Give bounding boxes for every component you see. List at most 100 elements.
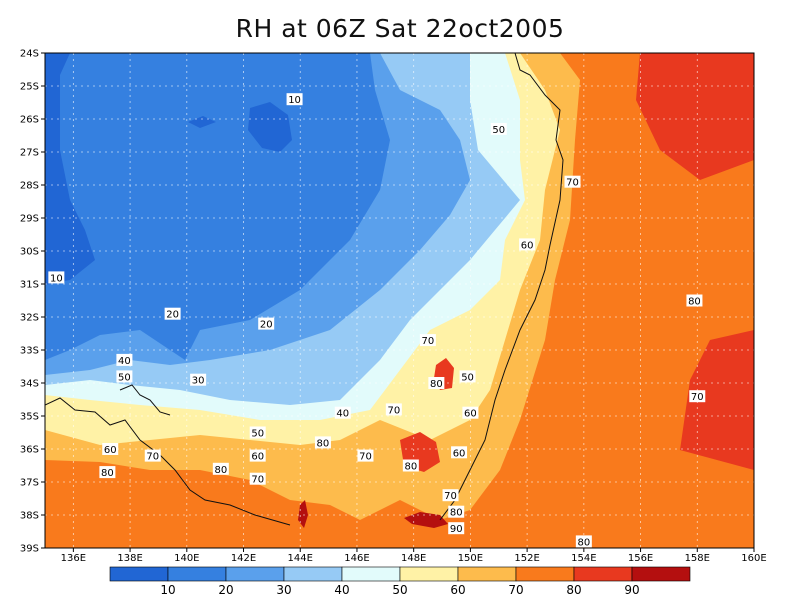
- lon-tick-label: 140E: [174, 553, 199, 564]
- coastline-path: [45, 397, 291, 526]
- lon-tick-label: 150E: [458, 553, 483, 564]
- colorbar-swatch: [167, 566, 227, 582]
- contour-label: 80: [450, 508, 463, 519]
- contour-label: 20: [166, 310, 179, 321]
- contour-label: 60: [104, 445, 117, 456]
- contour-label-bg: [48, 271, 65, 284]
- latitude-labels: 24S 25S 26S 27S 28S 29S 30S 31S 32S 33S 34S 35S 36S 3…: [20, 49, 45, 555]
- colorbar-swatch: [515, 566, 575, 582]
- coastline-path: [439, 53, 564, 521]
- lat-tick-label: 38S: [20, 511, 39, 522]
- lon-tick-label: 158E: [685, 553, 710, 564]
- colorbar-tick-label: 80: [566, 583, 581, 597]
- contour-label-bg: [164, 307, 181, 320]
- contour-label-bg: [314, 436, 331, 449]
- lon-tick-label: 146E: [344, 553, 369, 564]
- contour-label-bg: [462, 406, 479, 419]
- contour-label-bg: [249, 472, 266, 485]
- contour-label: 40: [118, 356, 131, 367]
- lat-tick-label: 34S: [20, 379, 39, 390]
- contour-labels: 10 10 20 20 30 40 40 50 50 50 50 60 60 60 60 60 70 70 70 70…: [48, 93, 706, 548]
- colorbar-swatch: [283, 566, 343, 582]
- contour-label: 50: [492, 125, 505, 136]
- contour-label: 70: [359, 452, 372, 463]
- contour-label: 70: [691, 392, 704, 403]
- lat-tick-label: 32S: [20, 313, 39, 324]
- colorbar-swatch: [225, 566, 285, 582]
- colorbar-swatch: [109, 566, 169, 582]
- lat-tick-label: 37S: [20, 478, 39, 489]
- contour-label: 50: [251, 429, 264, 440]
- contour-label: 30: [192, 376, 205, 387]
- contour-label: 80: [317, 438, 330, 449]
- filled-contours: [45, 53, 754, 548]
- colorbar: 10 20 30 40 50 60 70 80 90: [109, 566, 691, 597]
- lon-tick-label: 144E: [288, 553, 313, 564]
- contour-label-bg: [116, 353, 133, 366]
- colorbar-tick-label: 30: [276, 583, 291, 597]
- rh-band-10-20: [45, 53, 390, 360]
- contour-label: 80: [577, 537, 590, 548]
- colorbar-swatch: [341, 566, 401, 582]
- colorbar-tick-label: 10: [160, 583, 175, 597]
- lat-tick-label: 26S: [20, 115, 39, 126]
- contour-label-bg: [448, 522, 465, 535]
- contour-label-bg: [564, 175, 581, 188]
- contour-label: 70: [444, 491, 457, 502]
- contour-label: 60: [453, 448, 466, 459]
- rh-band-below-10: [45, 53, 95, 285]
- contour-label: 80: [688, 297, 701, 308]
- contour-label: 80: [430, 379, 443, 390]
- contour-label: 70: [421, 336, 434, 347]
- contour-label-bg: [442, 489, 459, 502]
- lat-tick-label: 27S: [20, 148, 39, 159]
- rh-band-above-90: [342, 468, 372, 498]
- contour-label-bg: [451, 446, 468, 459]
- contour-label: 20: [260, 320, 273, 331]
- colorbar-swatch: [457, 566, 517, 582]
- contour-label-bg: [357, 449, 374, 462]
- lat-tick-label: 36S: [20, 445, 39, 456]
- contour-label: 70: [387, 405, 400, 416]
- colorbar-tick-label: 50: [392, 583, 407, 597]
- lon-tick-label: 160E: [741, 553, 766, 564]
- lon-tick-label: 136E: [61, 553, 86, 564]
- coastline: [45, 53, 564, 526]
- map-title: RH at 06Z Sat 22oct2005: [235, 14, 565, 43]
- colorbar-tick-label: 70: [508, 583, 523, 597]
- contour-label: 50: [461, 372, 474, 383]
- lat-tick-label: 25S: [20, 82, 39, 93]
- lat-tick-label: 24S: [20, 49, 39, 60]
- contour-label-bg: [102, 443, 119, 455]
- contour-label-bg: [334, 406, 351, 419]
- contour-label: 50: [118, 372, 131, 383]
- contour-label-bg: [686, 294, 703, 307]
- contour-label-bg: [249, 449, 266, 462]
- lat-tick-label: 30S: [20, 247, 39, 258]
- contour-label: 60: [521, 240, 534, 251]
- contour-label-bg: [249, 426, 266, 439]
- coastline-path: [119, 384, 171, 416]
- lon-tick-label: 154E: [571, 553, 596, 564]
- contour-label-bg: [490, 122, 507, 135]
- lon-tick-label: 152E: [514, 553, 539, 564]
- lon-tick-label: 156E: [628, 553, 653, 564]
- contour-label-bg: [402, 459, 419, 472]
- contour-label-bg: [448, 505, 465, 518]
- contour-label: 70: [566, 178, 579, 189]
- contour-label: 80: [214, 465, 227, 476]
- longitude-labels: 136E 138E 140E 142E 144E 146E 148E 150E 152E 154E…: [61, 548, 767, 564]
- colorbar-swatch: [399, 566, 459, 582]
- plot-frame: [44, 52, 755, 549]
- contour-label-bg: [459, 370, 476, 383]
- lon-tick-label: 138E: [117, 553, 142, 564]
- lon-tick-label: 142E: [231, 553, 256, 564]
- contour-label-bg: [99, 466, 116, 479]
- colorbar-tick-label: 90: [624, 583, 639, 597]
- contour-label-bg: [689, 390, 706, 403]
- contour-label: 90: [450, 524, 463, 535]
- colorbar-swatch: [573, 566, 633, 582]
- contour-label: 80: [404, 462, 417, 473]
- rh-band-below-10: [248, 102, 292, 152]
